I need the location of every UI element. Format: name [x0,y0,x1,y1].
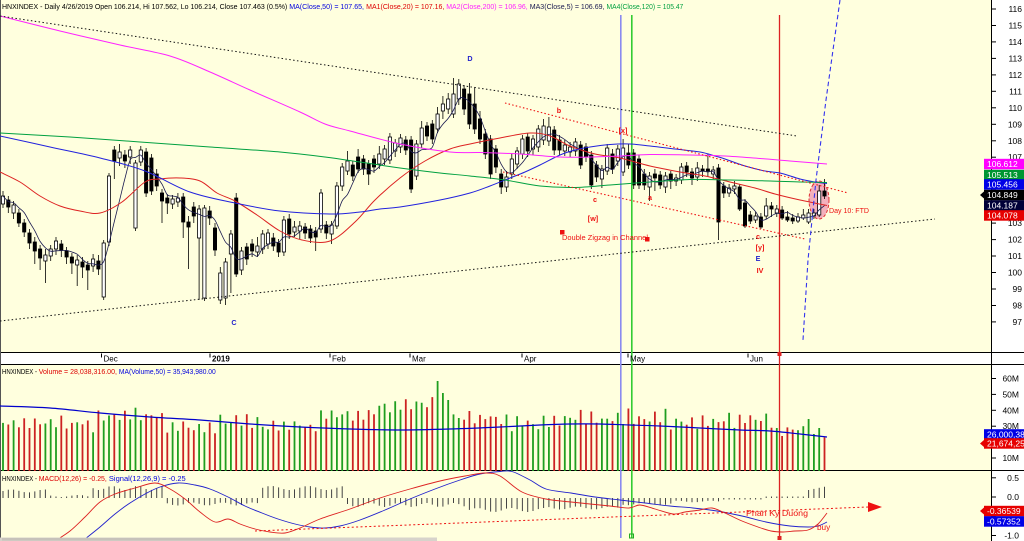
svg-text:Signal(12,26,9) = -0.25: Signal(12,26,9) = -0.25 [109,474,186,483]
svg-text:105.456: 105.456 [987,180,1018,190]
svg-text:Apr: Apr [524,355,537,364]
svg-text:21,674,258: 21,674,258 [987,439,1024,449]
svg-text:[x]: [x] [619,126,628,135]
svg-text:10M: 10M [1002,453,1019,463]
svg-text:107: 107 [1008,152,1022,162]
svg-text:MA(Close,50) = 107.65,: MA(Close,50) = 107.65, [289,2,366,11]
svg-text:HNXINDEX - Daily 4/26/2019 Ope: HNXINDEX - Daily 4/26/2019 Open 106.214,… [2,2,289,11]
svg-text:MACD(12,26) = -0.25,: MACD(12,26) = -0.25, [39,474,109,483]
svg-text:Phan Ky Duong: Phan Ky Duong [746,509,808,518]
svg-text:101: 101 [1008,251,1022,261]
svg-text:Double Zigzag in Channel: Double Zigzag in Channel [562,233,648,242]
svg-text:Jun: Jun [750,355,763,364]
svg-text:103: 103 [1008,218,1022,228]
svg-text:HNXINDEX -: HNXINDEX - [2,474,39,483]
svg-text:104.849: 104.849 [987,190,1018,200]
svg-text:106.612: 106.612 [987,159,1018,169]
svg-text:-0.36539: -0.36539 [987,506,1021,516]
svg-text:[w]: [w] [588,214,598,223]
svg-text:Mar: Mar [412,355,426,364]
svg-text:c: c [593,195,597,204]
svg-text:111: 111 [1009,86,1022,96]
svg-text:IV: IV [757,266,764,275]
svg-text:116: 116 [1008,4,1022,14]
svg-text:97: 97 [1013,317,1023,327]
svg-text:Feb: Feb [332,355,346,364]
svg-text:MA(Volume,50) = 35,943,980.00: MA(Volume,50) = 35,943,980.00 [119,367,216,376]
svg-text:2019: 2019 [212,355,230,364]
svg-text:E: E [756,254,761,263]
svg-text:99: 99 [1013,284,1023,294]
svg-text:MA2(Close,200) = 106.96,: MA2(Close,200) = 106.96, [446,2,530,11]
svg-text:30M: 30M [1002,421,1019,431]
svg-text:60M: 60M [1002,374,1019,384]
svg-text:C: C [231,318,236,327]
svg-text:a: a [648,193,653,202]
svg-text:buy: buy [817,523,831,532]
svg-text:-0.57352: -0.57352 [987,517,1021,527]
svg-text:0.5: 0.5 [1007,473,1019,483]
svg-text:MA1(Close,20) = 107.16,: MA1(Close,20) = 107.16, [366,2,446,11]
svg-text:98: 98 [1013,301,1023,311]
svg-text:0.0: 0.0 [1007,492,1019,502]
svg-text:100: 100 [1008,268,1022,278]
svg-text:104.187: 104.187 [987,201,1018,211]
svg-text:110: 110 [1008,103,1022,113]
svg-text:50M: 50M [1002,389,1019,399]
svg-text:-1.0: -1.0 [1004,531,1019,541]
svg-text:108: 108 [1008,136,1022,146]
svg-text:105.513: 105.513 [987,170,1018,180]
svg-text:b: b [557,106,562,115]
svg-text:May: May [630,355,645,364]
svg-text:MA3(Close,5) = 106.69,: MA3(Close,5) = 106.69, [530,2,607,11]
svg-text:[y]: [y] [756,243,765,252]
svg-text:102: 102 [1008,235,1022,245]
svg-text:26,000,380: 26,000,380 [987,430,1024,440]
svg-text:Day 10: FTD: Day 10: FTD [829,206,869,215]
svg-text:112: 112 [1008,70,1022,80]
svg-text:113: 113 [1008,53,1022,63]
svg-text:MA4(Close,120) = 105.47: MA4(Close,120) = 105.47 [607,2,684,11]
svg-text:HNXINDEX -: HNXINDEX - [2,367,39,376]
svg-text:D: D [467,54,472,63]
svg-text:104.078: 104.078 [987,211,1018,221]
svg-text:Volume = 28,038,316.00,: Volume = 28,038,316.00, [39,367,119,376]
svg-text:40M: 40M [1002,405,1019,415]
svg-text:115: 115 [1008,21,1022,31]
svg-text:114: 114 [1008,37,1022,47]
svg-text:109: 109 [1008,119,1022,129]
svg-text:Dec: Dec [104,355,118,364]
svg-text:c: c [756,232,760,241]
